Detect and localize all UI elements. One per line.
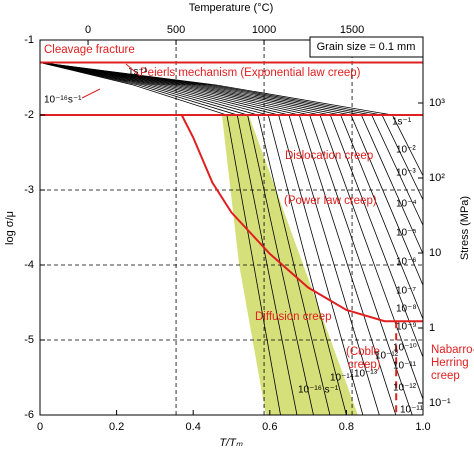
rate-label: 10⁻¹¹ [393,361,417,372]
x-tick-label: 0.8 [339,421,354,433]
field-label: Diffusion creep [255,311,332,323]
strain-rate-contour [39,62,364,416]
right-tick-label: 10 [429,247,441,259]
pointer [125,63,141,77]
rate-label: 10⁻³ [396,168,416,179]
rate-label: 10⁻¹¹ [400,405,424,416]
field-label: creep [431,370,460,382]
right-tick-label: 10³ [429,97,445,109]
y-tick-label: -5 [24,334,34,346]
right-tick-label: 10² [429,172,445,184]
field-label: (Coble [346,346,380,358]
rate-label: 10⁻¹⁶ s⁻¹ [298,385,339,396]
rate-label: 10⁻⁸ [396,304,417,315]
field-label: Cleavage fracture [44,44,135,56]
y-tick-label: -6 [24,409,34,421]
right-tick-label: 10⁻¹ [429,397,451,409]
field-label: Nabarro- [431,344,474,356]
x-tick-label: 0.4 [186,421,201,433]
rate-label: 10⁻² [396,145,416,156]
y-tick-label: -3 [24,184,34,196]
strain-rate-contour [39,62,314,416]
y-tick-label: -4 [24,259,34,271]
top-tick-label: 1000 [252,24,276,36]
rate-label: 10⁻⁵ [396,228,417,239]
rate-label: 10⁻¹⁴ [330,373,354,384]
field-boundary [180,114,423,323]
x-tick-label: 1.0 [415,421,430,433]
y-tick-label: -1 [24,34,34,46]
rate-label: 10⁻¹⁰ [393,343,417,354]
strain-rate-contour [39,62,380,416]
strain-rate-contour [39,62,347,416]
top-axis-title: Temperature (°C) [189,2,273,14]
plot-frame [39,39,424,416]
strain-rate-contour [39,62,298,416]
field-label: creep) [348,359,381,371]
x-tick-label: 0.6 [262,421,277,433]
strain-rate-contour [39,62,331,416]
note: Grain size = 0.1 mm [317,41,416,53]
top-tick-label: 1500 [340,24,364,36]
field-label: Peierls mechanism (Exponential law creep… [140,67,361,79]
y-tick-label: -2 [24,109,34,121]
rate-label: 10⁻⁶ [396,257,417,268]
top-tick-label: 0 [85,24,91,36]
x-tick-label: 0 [37,421,43,433]
strain-rate-contour [39,62,424,358]
rate-label: 10⁻¹³ [354,369,378,380]
rate-label: 10⁻¹² [393,383,417,394]
top-tick-label: 500 [167,24,185,36]
rate-label: 10⁻¹² [375,351,399,362]
strain-rate-contour [39,62,397,416]
x-tick-label: 0.2 [109,421,124,433]
x-axis-title: T/Tₘ [219,437,242,449]
rate-label: 10⁻⁹ [396,322,417,333]
pointer [81,88,101,99]
rate-label: 10⁻⁷ [396,286,416,297]
y-axis-title: log σ/μ [4,211,16,245]
strain-rate-contour [39,62,424,400]
field-label: Dislocation creep [285,150,373,162]
strain-rate-contour [39,62,413,416]
right-axis-title: Stress (MPa) [459,196,471,260]
note-box [309,36,424,58]
rate-label: 1s⁻¹ [128,67,148,78]
strain-rate-contour [39,62,281,416]
rate-label: 10⁻⁴ [396,199,417,210]
rate-label: 10⁻¹⁶s⁻¹ [44,95,82,106]
rate-label: 1s⁻¹ [392,117,412,128]
field-label: Herring [431,357,469,369]
right-tick-label: 1 [429,322,435,334]
field-label: (Power law creep) [284,195,377,207]
